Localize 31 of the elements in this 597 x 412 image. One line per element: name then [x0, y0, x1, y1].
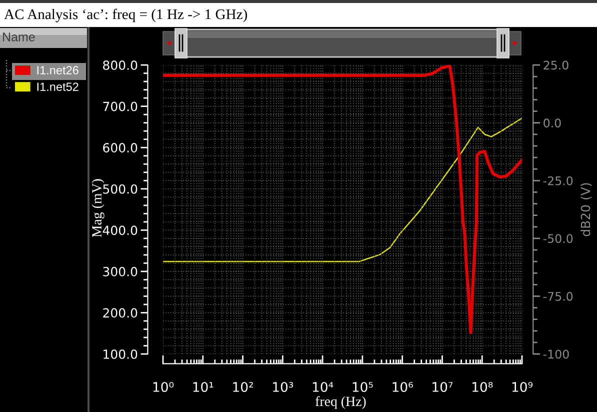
legend-label: I1.net26 [37, 66, 78, 74]
x-tick-label: 10⁶ [392, 382, 413, 392]
x-tick-label: 10⁵ [352, 382, 373, 392]
y2-tick-label: -100 [543, 350, 569, 359]
y2-tick-label: -25.0 [543, 176, 573, 186]
y-tick-label: 800.0 [103, 60, 138, 70]
y-axis-title: Mag (mV) [92, 179, 104, 238]
y-tick-label: 300.0 [103, 266, 138, 276]
y2-tick-label: 0.0 [544, 118, 561, 128]
y2-axis-title: dB20 (V) [580, 183, 592, 236]
y-tick-label: 600.0 [103, 143, 138, 152]
chart-title: AC Analysis ‘ac’: freq = (1 Hz -> 1 GHz) [4, 8, 247, 22]
x-axis-title: freq (Hz) [315, 396, 366, 409]
x-tick-label: 10⁸ [472, 382, 493, 392]
x-tick-label: 10⁹ [512, 382, 533, 392]
x-tick-label: 10¹ [193, 382, 214, 392]
x-tick-label: 10⁴ [312, 382, 334, 392]
x-tick-label: 10⁷ [432, 382, 453, 392]
y2-tick-label: 25.0 [544, 60, 568, 70]
y-tick-label: 200.0 [103, 308, 138, 318]
y-tick-label: 700.0 [103, 102, 138, 112]
y-tick-label: 500.0 [103, 184, 138, 194]
y2-tick-label: -75.0 [543, 292, 573, 301]
x-tick-label: 10⁰ [153, 382, 174, 392]
legend-label: I1.net52 [37, 82, 78, 91]
y2-tick-label: -50.0 [543, 234, 573, 244]
y-tick-label: 400.0 [102, 226, 138, 236]
x-tick-label: 10³ [273, 382, 294, 392]
legend-title: Name [3, 32, 35, 42]
y-tick-label: 100.0 [104, 349, 138, 359]
x-tick-label: 10² [233, 382, 253, 392]
